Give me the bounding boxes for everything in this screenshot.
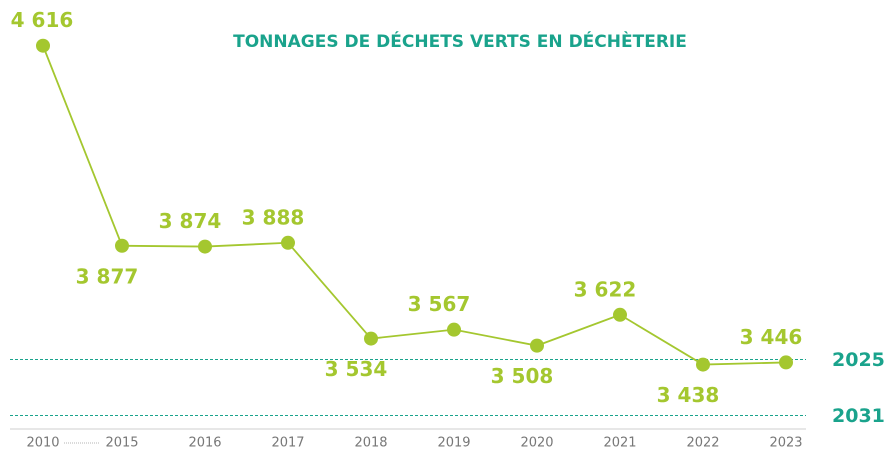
data-label: 4 616 [11, 8, 74, 32]
data-label: 3 622 [574, 277, 637, 301]
x-tick-label: 2023 [769, 436, 802, 451]
x-tick-label: 2020 [520, 436, 553, 451]
data-point [364, 331, 378, 346]
data-label: 3 888 [242, 205, 305, 229]
data-label: 3 438 [657, 383, 720, 407]
data-label: 3 874 [159, 209, 222, 233]
reference-label: 2031 [832, 405, 885, 427]
data-label: 3 508 [491, 364, 554, 388]
x-tick-label: 2015 [105, 436, 138, 451]
x-tick-label: 2022 [686, 436, 719, 451]
x-tick-label: 2021 [603, 436, 636, 451]
data-point [198, 239, 212, 254]
chart-title: TONNAGES DE DÉCHETS VERTS EN DÉCHÈTERIE [233, 30, 687, 52]
x-tick-label: 2010 [26, 436, 59, 451]
data-point [36, 38, 50, 53]
x-tick-label: 2016 [188, 436, 221, 451]
x-tick-label: 2017 [271, 436, 304, 451]
reference-label: 2025 [832, 349, 885, 371]
data-point [779, 355, 793, 370]
data-label: 3 534 [325, 357, 388, 381]
series-line [42, 45, 787, 366]
data-point [281, 235, 295, 250]
data-point [613, 307, 627, 322]
x-tick-label: 2019 [437, 436, 470, 451]
data-point [530, 338, 544, 353]
data-point [447, 322, 461, 337]
x-tick-label: 2018 [354, 436, 387, 451]
data-label: 3 567 [408, 292, 471, 316]
data-point [115, 238, 129, 253]
data-point [696, 357, 710, 372]
data-label: 3 446 [740, 325, 803, 349]
data-label: 3 877 [76, 264, 139, 288]
